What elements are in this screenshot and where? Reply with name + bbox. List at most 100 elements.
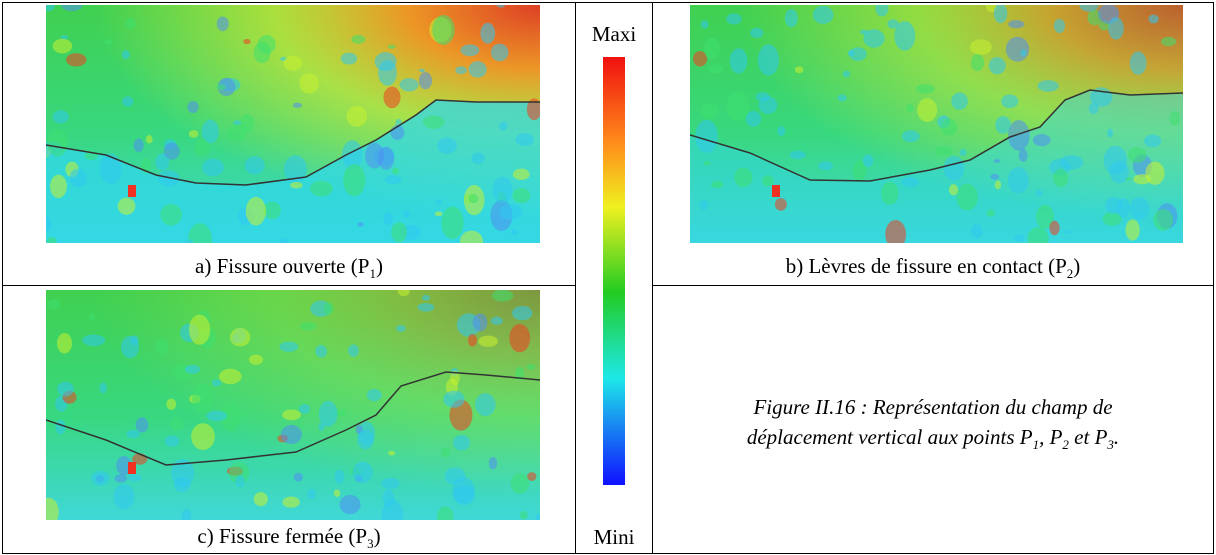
field-blob (761, 175, 774, 187)
field-blob (1087, 9, 1102, 26)
field-blob (124, 17, 136, 30)
field-blob (292, 102, 303, 108)
field-blob (299, 321, 317, 331)
field-blob (993, 5, 1008, 24)
field-blob (993, 159, 1001, 163)
lower-region (690, 90, 1183, 243)
field-blob (82, 334, 106, 347)
field-blob (114, 474, 128, 483)
field-blob (290, 181, 303, 189)
field-blob (1027, 227, 1049, 243)
field-blob (155, 153, 170, 171)
field-blob (1008, 20, 1025, 29)
field-blob (1035, 189, 1043, 197)
caption-text: , P (1039, 425, 1063, 449)
field-blob (315, 344, 328, 358)
field-blob (192, 384, 214, 413)
field-blob (1035, 204, 1054, 229)
field-blob (459, 230, 484, 243)
field-blob (441, 206, 464, 240)
field-blob (339, 494, 361, 515)
field-blob (934, 146, 953, 157)
caption-text: b) Lèvres de fissure en contact (P (785, 254, 1067, 278)
field-blob (468, 193, 479, 204)
field-blob (164, 435, 180, 447)
field-blob (1065, 230, 1073, 234)
field-blob (211, 379, 221, 387)
field-blob (121, 50, 130, 60)
field-blob (263, 201, 281, 220)
field-blob (283, 55, 303, 71)
field-blob (126, 429, 141, 439)
field-blob (184, 364, 201, 374)
caption: c) Fissure fermée (P3) (2, 524, 576, 552)
subscript: 1 (369, 266, 376, 282)
caption-text: ) (375, 254, 383, 278)
field-blob (135, 417, 149, 433)
field-blob (219, 368, 242, 385)
field-blob (50, 174, 67, 199)
field-blob (402, 210, 410, 218)
field-blob (1108, 17, 1124, 40)
field-blob (726, 13, 742, 25)
field-blob (1145, 161, 1165, 185)
field-blob (995, 116, 1012, 134)
field-blob (69, 168, 88, 188)
field-blob (496, 5, 506, 8)
field-blob (519, 510, 528, 520)
field-blob (1049, 220, 1060, 236)
field-blob (511, 229, 519, 235)
field-blob (1088, 102, 1099, 115)
field-blob (1143, 134, 1162, 148)
field-blob (122, 96, 134, 107)
field-blob (970, 224, 983, 239)
field-blob (279, 238, 288, 243)
field-blob (443, 390, 465, 408)
field-blob (47, 128, 68, 157)
field-blob (417, 302, 435, 312)
field-blob (471, 152, 485, 165)
field-blob (318, 400, 338, 427)
field-blob (352, 461, 373, 483)
field-blob (453, 434, 471, 451)
field-blob (1053, 168, 1069, 188)
field-blob (1005, 36, 1030, 62)
field-blob (437, 137, 457, 154)
field-blob (383, 212, 393, 226)
crack (46, 371, 540, 466)
caption: a) Fissure ouverte (P1) (2, 254, 576, 282)
field-blob (88, 313, 96, 321)
field-blob (307, 488, 316, 500)
field-blob (969, 39, 992, 55)
field-blob (1014, 234, 1025, 242)
field-blob (99, 382, 107, 394)
field-blob (169, 417, 184, 431)
caption-text: ) (373, 524, 381, 548)
caption-text: . (1113, 425, 1120, 449)
field-blob (818, 161, 833, 171)
field-blob (343, 164, 366, 197)
field-blob (418, 72, 433, 90)
field-blob (990, 173, 1000, 180)
field-blob (340, 52, 358, 65)
field-blob (365, 142, 385, 169)
field-blob (526, 364, 536, 370)
field-blob (1102, 211, 1122, 226)
field-blob (692, 50, 708, 67)
field-blob (460, 44, 480, 57)
field-blob (1053, 18, 1066, 34)
field-blob (862, 154, 874, 168)
field-blob (188, 130, 199, 138)
field-blob (248, 354, 263, 365)
field-blob (188, 314, 211, 345)
field-blob (229, 461, 250, 484)
crack (690, 89, 1183, 182)
field-blob (348, 344, 359, 357)
field-blob (117, 197, 136, 215)
field-blob (450, 370, 460, 386)
field-blob (387, 44, 396, 49)
field-blob (392, 167, 400, 175)
subscript: 2 (1062, 437, 1069, 453)
field-blob (104, 38, 112, 45)
field-blob (188, 223, 212, 243)
